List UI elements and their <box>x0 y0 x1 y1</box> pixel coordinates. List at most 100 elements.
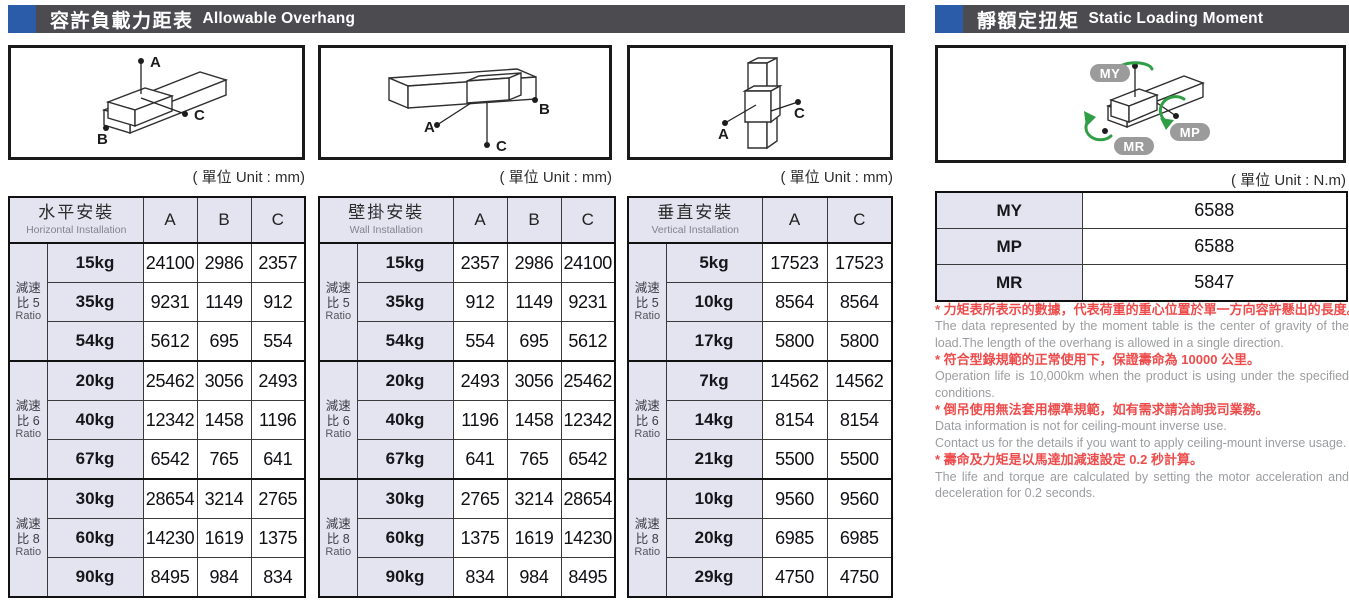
table-row: 67kg 641 765 6542 <box>319 439 616 480</box>
value-cell: 8154 <box>761 400 828 440</box>
value-cell: 12342 <box>560 400 616 440</box>
load-cell: 30kg <box>356 478 454 519</box>
section-title-en: Allowable Overhang <box>202 10 356 27</box>
value-cell: 6542 <box>142 439 198 480</box>
ratio-cell: 減速比 6 Ratio <box>627 360 667 480</box>
table-row: MY 6588 <box>935 191 1348 229</box>
value-cell: 2357 <box>250 242 306 283</box>
value-cell: 1619 <box>196 518 252 558</box>
moment-diagram-svg: MY MP MR <box>1084 61 1210 155</box>
moment-label: MY <box>935 191 1083 229</box>
wall-installation-diagram: A C B <box>318 45 612 160</box>
table-row: 35kg 9231 1149 912 <box>9 282 306 322</box>
section-header-overhang: 容許負載力距表 Allowable Overhang <box>8 5 905 33</box>
value-cell: 641 <box>452 439 508 480</box>
static-moment-table: MY 6588 MP 6588 MR 5847 <box>935 191 1348 302</box>
table-row: 減速比 5 Ratio 15kg 24100 2986 2357 <box>8 242 306 362</box>
value-cell: 984 <box>506 557 562 598</box>
unit-label-mm: ( 單位 Unit : mm) <box>192 169 306 186</box>
section-title-zh: 靜額定扭矩 <box>977 10 1080 32</box>
load-cell: 90kg <box>46 557 144 598</box>
value-cell: 25462 <box>142 360 198 401</box>
value-cell: 1375 <box>250 518 306 558</box>
value-cell: 2357 <box>452 242 508 283</box>
column-header-c: C <box>560 196 616 244</box>
load-cell: 54kg <box>356 321 454 362</box>
table-row: 21kg 5500 5500 <box>628 439 893 480</box>
note-en: The life and torque are calculated by se… <box>935 469 1349 501</box>
column-header-c: C <box>250 196 306 244</box>
value-cell: 2493 <box>452 360 508 401</box>
ratio-cell: 減速比 8 Ratio <box>8 478 48 598</box>
header-bar: 容許負載力距表 Allowable Overhang <box>36 5 905 33</box>
value-cell: 28654 <box>142 478 198 519</box>
value-cell: 14562 <box>826 360 893 401</box>
value-cell: 9560 <box>761 478 828 519</box>
value-cell: 28654 <box>560 478 616 519</box>
value-cell: 1196 <box>452 400 508 440</box>
load-cell: 54kg <box>46 321 144 362</box>
mr-badge <box>1114 137 1154 155</box>
column-header-a: A <box>142 196 198 244</box>
load-cell: 15kg <box>356 242 454 283</box>
mr-label: MR <box>1123 139 1144 154</box>
value-cell: 17523 <box>761 242 828 283</box>
value-cell: 1375 <box>452 518 508 558</box>
value-cell: 6985 <box>761 518 828 558</box>
table-title: 水平安裝 Horizontal Installation <box>8 196 144 244</box>
moment-label: MP <box>935 228 1083 265</box>
value-cell: 554 <box>452 321 508 362</box>
value-cell: 14562 <box>761 360 828 401</box>
table-row: 20kg 6985 6985 <box>628 518 893 558</box>
value-cell: 5612 <box>142 321 198 362</box>
value-cell: 17523 <box>826 242 893 283</box>
value-cell: 8495 <box>560 557 616 598</box>
ratio-cell: 減速比 8 Ratio <box>627 478 667 598</box>
table-row: 40kg 1196 1458 12342 <box>319 400 616 440</box>
ratio-cell: 減速比 8 Ratio <box>318 478 358 598</box>
value-cell: 3214 <box>506 478 562 519</box>
value-cell: 1458 <box>196 400 252 440</box>
table-row: 14kg 8154 8154 <box>628 400 893 440</box>
load-cell: 7kg <box>665 360 763 401</box>
ratio-cell: 減速比 6 Ratio <box>8 360 48 480</box>
value-cell: 3056 <box>506 360 562 401</box>
ratio-cell: 減速比 6 Ratio <box>318 360 358 480</box>
table-row: 減速比 6 Ratio 7kg 14562 14562 <box>627 360 893 480</box>
value-cell: 641 <box>250 439 306 480</box>
column-header-b: B <box>196 196 252 244</box>
value-cell: 834 <box>452 557 508 598</box>
value-cell: 4750 <box>761 557 828 598</box>
value-cell: 695 <box>196 321 252 362</box>
value-cell: 4750 <box>826 557 893 598</box>
value-cell: 6542 <box>560 439 616 480</box>
table-row: 90kg 8495 984 834 <box>9 557 306 598</box>
load-cell: 40kg <box>356 400 454 440</box>
value-cell: 6985 <box>826 518 893 558</box>
value-cell: 8564 <box>761 282 828 322</box>
value-cell: 554 <box>250 321 306 362</box>
horizontal-diagram-svg: A C B <box>97 54 229 148</box>
unit-label-mm: ( 單位 Unit : mm) <box>780 169 894 186</box>
vertical-installation-diagram: A C <box>627 45 893 160</box>
allowable-overhang-section: 容許負載力距表 Allowable Overhang A C B <box>8 5 905 601</box>
value-cell: 24100 <box>560 242 616 283</box>
table-row: 60kg 14230 1619 1375 <box>9 518 306 558</box>
value-cell: 2493 <box>250 360 306 401</box>
value-cell: 25462 <box>560 360 616 401</box>
value-cell: 2765 <box>452 478 508 519</box>
value-cell: 24100 <box>142 242 198 283</box>
load-cell: 35kg <box>46 282 144 322</box>
ratio-cell: 減速比 5 Ratio <box>8 242 48 362</box>
vertical-diagram-svg: A C <box>718 56 805 150</box>
table-row: 90kg 834 984 8495 <box>319 557 616 598</box>
table-row: 60kg 1375 1619 14230 <box>319 518 616 558</box>
table-row: MP 6588 <box>935 228 1348 265</box>
value-cell: 5500 <box>761 439 828 480</box>
table-row: 54kg 554 695 5612 <box>319 321 616 362</box>
load-cell: 67kg <box>356 439 454 480</box>
moment-value: 6588 <box>1081 228 1348 265</box>
value-cell: 9560 <box>826 478 893 519</box>
load-cell: 60kg <box>356 518 454 558</box>
note-en: Contact us for the details if you want t… <box>935 435 1347 450</box>
